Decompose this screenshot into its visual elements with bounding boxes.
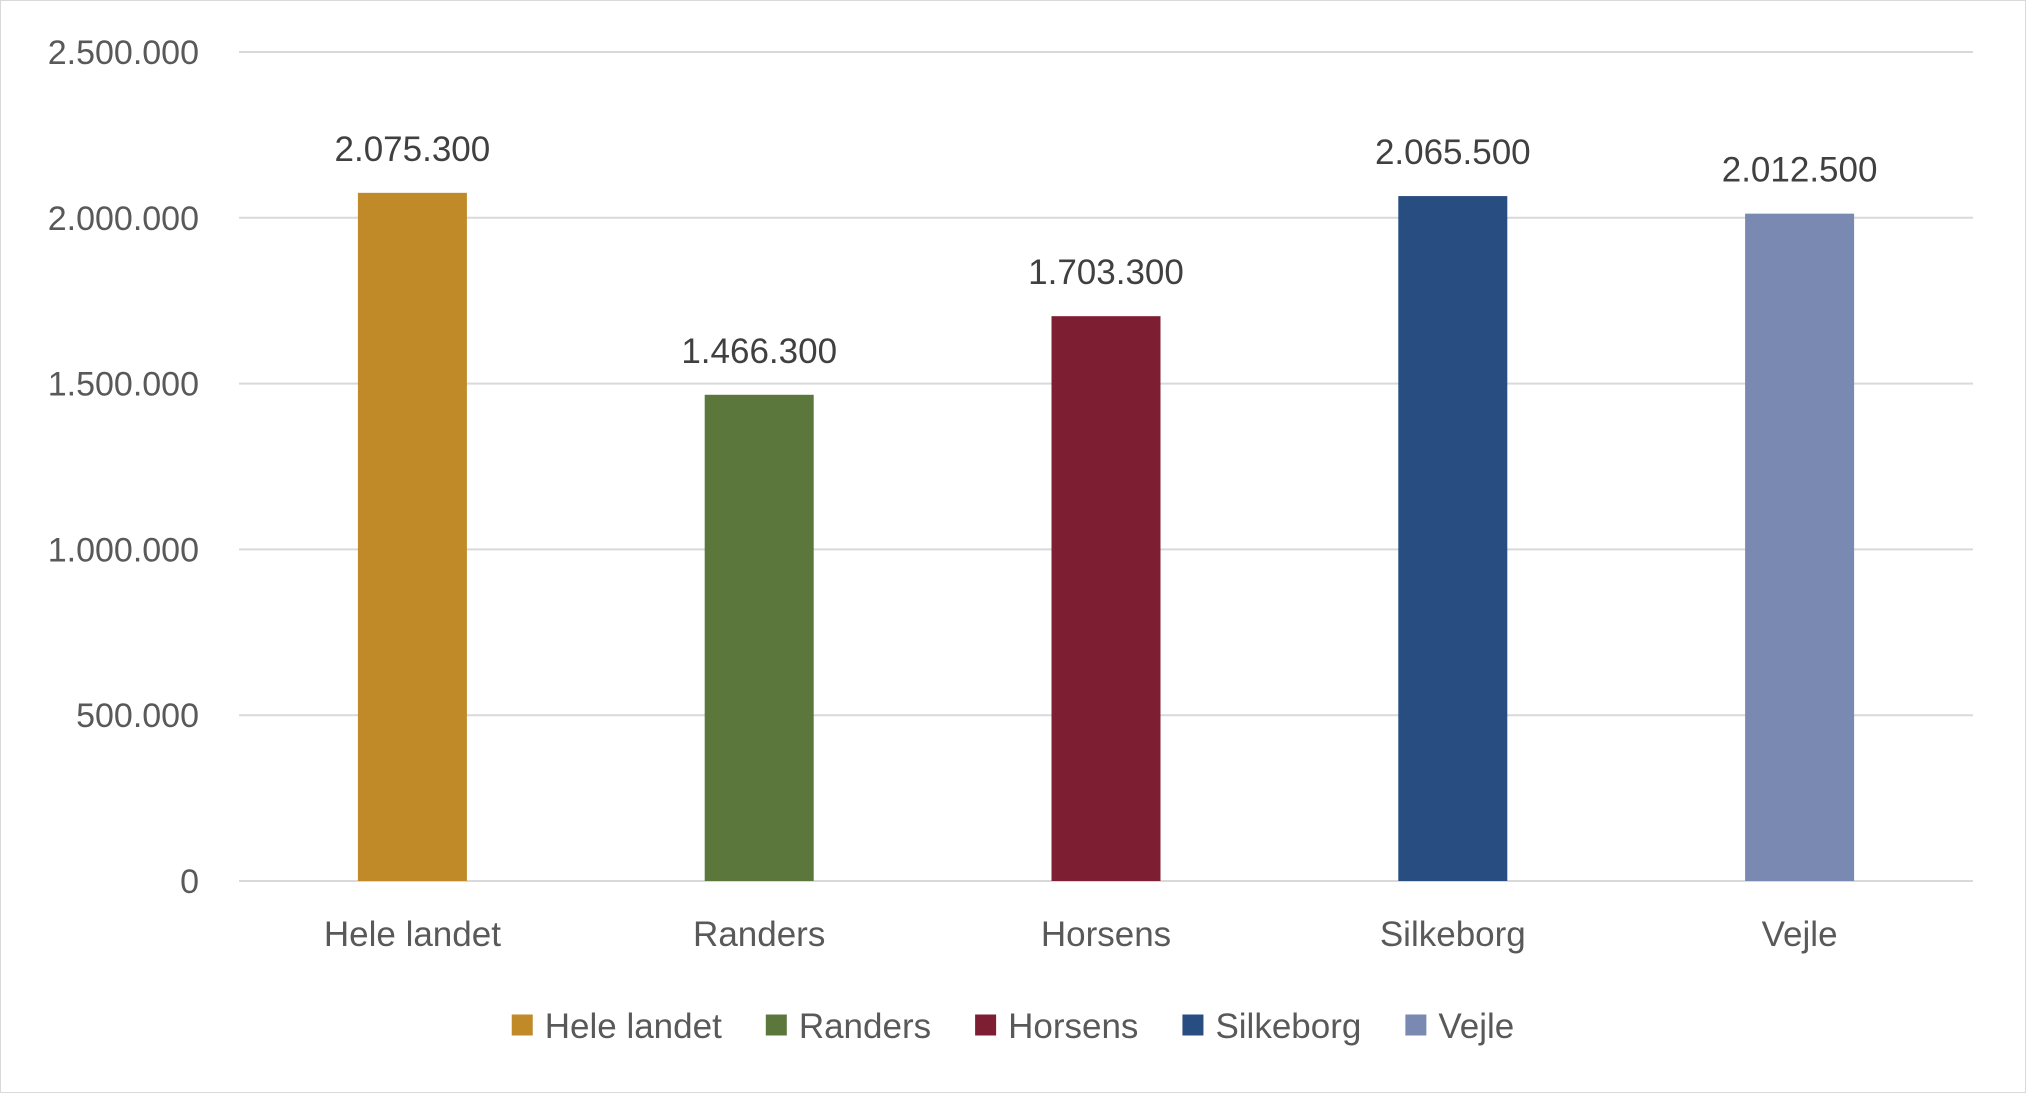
legend-entry: Vejle [1405,1007,1514,1046]
legend-label: Horsens [1008,1007,1138,1046]
legend-entry: Silkeborg [1182,1007,1361,1046]
legend-entry: Randers [765,1007,931,1046]
data-label: 1.466.300 [681,332,837,371]
legend-swatch [975,1014,997,1036]
legend-swatch [765,1014,787,1036]
legend-entry: Hele landet [511,1007,722,1046]
legend-label: Vejle [1438,1007,1514,1046]
y-tick-label: 1.000.000 [48,531,199,569]
y-tick-label: 0 [180,863,199,901]
legend-swatch [1405,1014,1427,1036]
bar [1051,316,1161,881]
legend-label: Randers [799,1007,931,1046]
y-tick-label: 1.500.000 [48,366,199,404]
data-label: 2.012.500 [1722,151,1878,190]
data-label: 1.703.300 [1028,253,1184,292]
bar [357,192,467,882]
x-axis-ticks: Hele landet Randers Horsens Silkeborg Vejle [324,915,1838,954]
legend-label: Hele landet [545,1007,722,1046]
legend-swatch [1182,1014,1204,1036]
legend: Hele landet Randers Horsens Silkeborg Vejle [511,1007,1514,1046]
bars [357,192,1855,882]
data-label: 2.065.500 [1375,133,1531,172]
data-label: 2.075.300 [335,130,491,169]
bar [1745,213,1855,881]
y-tick-label: 2.500.000 [48,34,199,72]
y-axis-ticks: 0 500.000 1.000.000 1.500.000 2.000.000 2.500… [48,34,199,901]
bar [1398,196,1508,881]
bar [704,394,814,881]
y-tick-label: 500.000 [76,697,199,735]
y-tick-label: 2.000.000 [48,200,199,238]
legend-swatch [511,1014,533,1036]
legend-entry: Horsens [975,1007,1138,1046]
x-tick-label: Hele landet [324,915,501,954]
x-tick-label: Horsens [1041,915,1171,954]
legend-label: Silkeborg [1215,1007,1361,1046]
x-tick-label: Silkeborg [1380,915,1526,954]
data-labels: 2.075.300 1.466.300 1.703.300 2.065.500 2.01… [335,130,1878,371]
x-tick-label: Randers [693,915,825,954]
x-tick-label: Vejle [1762,915,1838,954]
